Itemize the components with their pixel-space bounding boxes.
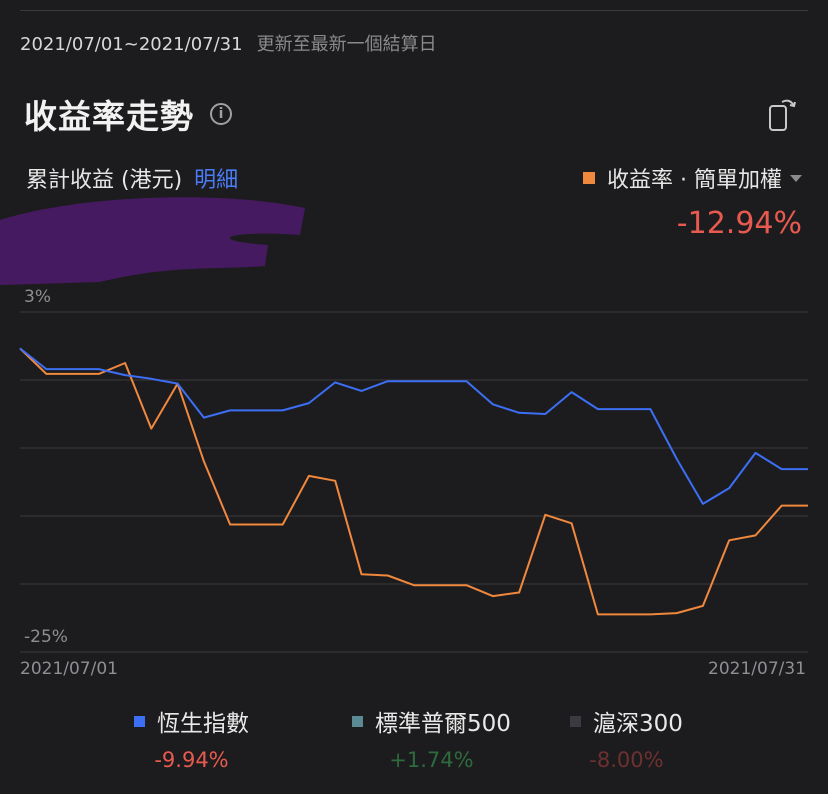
rotate-screen-icon[interactable]: [768, 96, 798, 136]
return-mode-select[interactable]: 收益率 · 簡單加權: [583, 162, 802, 194]
title-row: 收益率走勢 i: [24, 90, 232, 138]
detail-link[interactable]: 明細: [194, 168, 239, 193]
legend-label: 標準普爾500: [375, 711, 511, 737]
legend-label: 滬深300: [593, 711, 683, 737]
legend-value: -8.00%: [589, 748, 664, 772]
info-icon[interactable]: i: [210, 103, 232, 125]
top-divider: [20, 10, 808, 11]
chart-grid: [20, 311, 808, 653]
cumulative-label: 累計收益 (港元): [26, 168, 183, 193]
x-tick-label-end: 2021/07/31: [708, 659, 806, 679]
mode-color-square: [583, 172, 596, 184]
legend-item-hsi[interactable]: 恆生指數 -9.94%: [134, 704, 249, 772]
benchmark-legend: 恆生指數 -9.94% 標準普爾500 +1.74% 滬深300 -8.00%: [0, 704, 828, 784]
legend-item-sp500[interactable]: 標準普爾500 +1.74%: [352, 704, 511, 772]
x-tick-label-start: 2021/07/01: [20, 659, 118, 679]
series-line-0: [19, 347, 808, 616]
cumulative-row: 累計收益 (港元) 明細: [26, 162, 238, 194]
legend-value: -9.94%: [154, 748, 229, 772]
mode-label: 收益率 · 簡單加權: [607, 168, 782, 193]
total-return-value: -12.94%: [676, 206, 802, 241]
series-line-1: [19, 347, 808, 505]
date-range-row: 2021/07/01~2021/07/31 更新至最新一個結算日: [20, 30, 437, 56]
redaction-scribble: [0, 197, 305, 285]
legend-value: +1.74%: [389, 748, 474, 772]
legend-swatch: [570, 715, 581, 727]
return-chart: 3% -25% 2021/07/01 2021/07/31: [19, 287, 808, 679]
legend-item-csi300[interactable]: 滬深300 -8.00%: [570, 704, 683, 772]
legend-swatch: [352, 715, 363, 727]
y-tick-label-bottom: -25%: [24, 627, 68, 647]
update-note: 更新至最新一個結算日: [256, 34, 437, 55]
legend-label: 恆生指數: [157, 711, 249, 737]
y-tick-label-top: 3%: [24, 287, 51, 307]
date-range: 2021/07/01~2021/07/31: [20, 34, 243, 55]
chevron-down-icon: [790, 174, 802, 182]
legend-swatch: [134, 715, 145, 727]
page-title: 收益率走勢: [24, 97, 194, 136]
